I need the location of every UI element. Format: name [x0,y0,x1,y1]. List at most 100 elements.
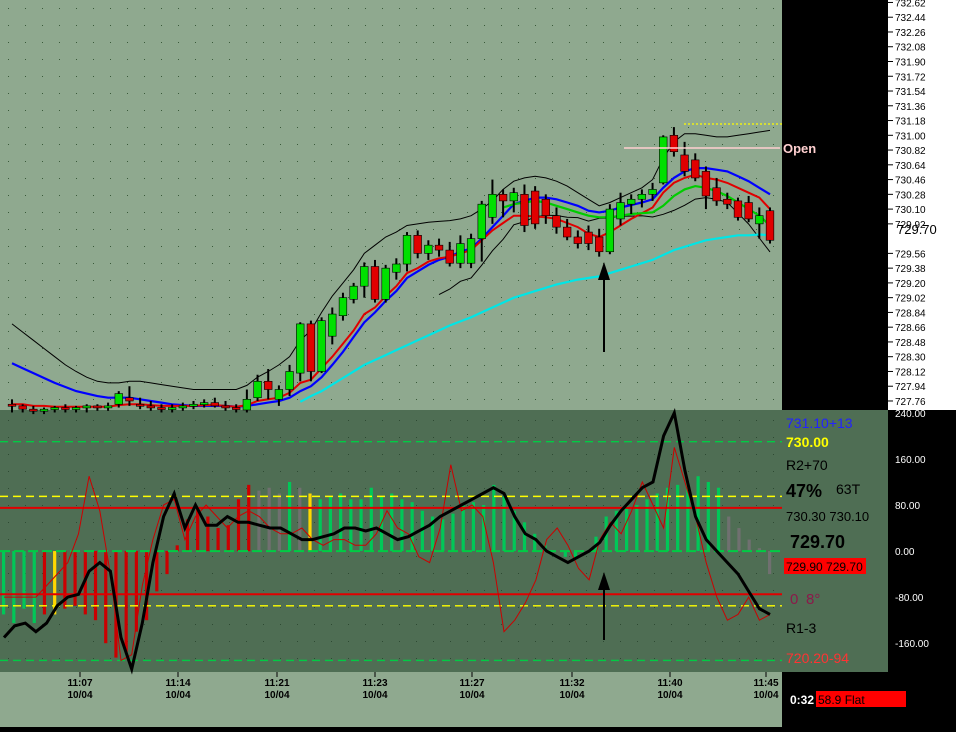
grid-dot [348,161,349,162]
grid-dot [348,25,349,26]
grid-dot [8,488,9,489]
grid-dot [739,195,740,196]
grid-dot [603,127,604,128]
grid-dot [620,556,621,557]
grid-dot [688,8,689,9]
candle-body [71,407,81,410]
grid-dot [297,229,298,230]
grid-dot [212,420,213,421]
grid-dot [314,127,315,128]
grid-dot [773,556,774,557]
histogram-bar [287,481,292,552]
grid-dot [756,331,757,332]
grid-dot [229,212,230,213]
grid-dot [705,246,706,247]
grid-dot [229,127,230,128]
grid-dot [467,399,468,400]
grid-dot [722,331,723,332]
grid-dot [365,144,366,145]
grid-dot [178,365,179,366]
grid-dot [416,178,417,179]
grid-dot [246,607,247,608]
grid-dot [42,437,43,438]
grid-dot [144,590,145,591]
grid-dot [620,127,621,128]
grid-dot [314,314,315,315]
grid-dot [246,161,247,162]
grid-dot [501,505,502,506]
grid-dot [212,195,213,196]
grid-dot [620,110,621,111]
ma-cyan [299,233,771,403]
grid-dot [195,178,196,179]
candle-body [498,194,508,202]
grid-dot [348,607,349,608]
grid-dot [450,471,451,472]
grid-dot [399,144,400,145]
grid-dot [586,331,587,332]
histogram-bar [471,502,476,552]
x-tick-time: 11:14 [165,678,190,689]
grid-dot [620,76,621,77]
grid-dot [314,212,315,213]
grid-dot [161,488,162,489]
grid-dot [161,505,162,506]
grid-dot [654,93,655,94]
grid-dot [25,25,26,26]
grid-dot [535,399,536,400]
grid-dot [552,658,553,659]
grid-dot [144,161,145,162]
grid-dot [722,658,723,659]
grid-dot [535,365,536,366]
grid-dot [552,246,553,247]
grid-dot [450,382,451,383]
grid-dot [484,76,485,77]
grid-dot [535,641,536,642]
price-tick-label: 730.10 [895,205,926,216]
grid-dot [399,399,400,400]
grid-dot [450,624,451,625]
grid-dot [110,505,111,506]
price-panel[interactable] [0,0,782,410]
grid-dot [161,590,162,591]
grid-dot [229,144,230,145]
grid-dot [314,624,315,625]
grid-dot [348,437,349,438]
grid-dot [671,348,672,349]
grid-dot [127,8,128,9]
grid-dot [569,76,570,77]
grid-dot [603,229,604,230]
grid-dot [229,263,230,264]
grid-dot [586,522,587,523]
grid-dot [773,314,774,315]
grid-dot [620,573,621,574]
grid-dot [586,488,587,489]
grid-dot [773,297,774,298]
grid-dot [42,331,43,332]
grid-dot [399,641,400,642]
histogram-bar [686,481,690,552]
grid-dot [722,522,723,523]
histogram-bar [124,551,128,652]
grid-dot [501,297,502,298]
price-arrow-head [598,262,610,280]
grid-dot [42,93,43,94]
grid-dot [195,488,196,489]
grid-dot [76,212,77,213]
grid-dot [161,110,162,111]
grid-dot [212,522,213,523]
grid-dot [144,556,145,557]
grid-dot [331,420,332,421]
grid-dot [620,539,621,540]
x-tick-time: 11:32 [559,678,584,689]
osc-tick-label: 0.00 [895,547,915,558]
histogram-bar [63,551,67,609]
grid-dot [705,280,706,281]
grid-dot [705,420,706,421]
grid-dot [501,25,502,26]
grid-dot [144,454,145,455]
grid-dot [433,161,434,162]
grid-dot [229,522,230,523]
